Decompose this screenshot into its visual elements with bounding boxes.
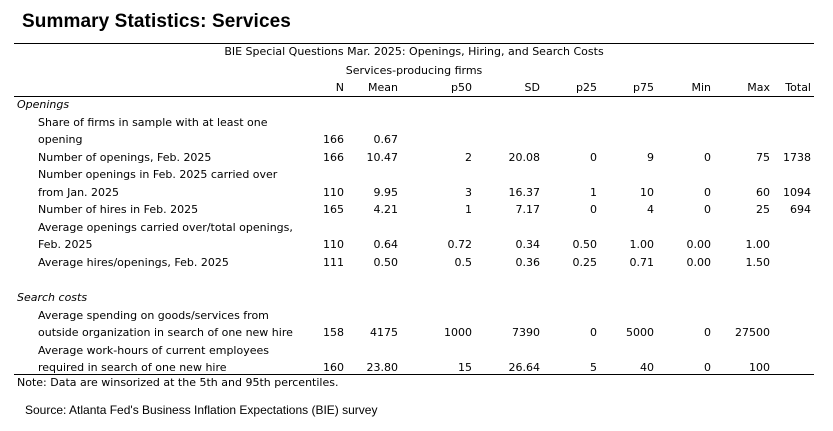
row-label: opening [38, 133, 83, 146]
cell-p75: 5000 [626, 326, 654, 339]
table-caption: BIE Special Questions Mar. 2025: Opening… [224, 45, 604, 58]
cell-sd: 0.36 [515, 255, 541, 269]
cell-sd: 7390 [512, 326, 540, 339]
cell-n: 110 [323, 185, 344, 199]
section-label: Openings [17, 98, 70, 111]
cell-mean: 0.50 [373, 255, 399, 269]
cell-p75: 40 [640, 361, 654, 374]
cell-total: 1094 [783, 185, 811, 199]
cell-p25: 0 [590, 150, 597, 164]
cell-mean: 0.67 [373, 133, 399, 146]
cell-mean: 9.95 [373, 185, 399, 199]
table-bottom-rule [14, 374, 814, 375]
cell-mean: 10.47 [366, 150, 399, 164]
column-header-sd: SD [524, 81, 540, 94]
cell-p75: 1.00 [629, 238, 655, 251]
row-label: Number openings in Feb. 2025 carried ove… [38, 168, 278, 181]
cell-p50: 2 [465, 150, 472, 164]
cell-min: 0 [704, 150, 711, 164]
cell-p75: 10 [640, 185, 654, 199]
row-label: Share of firms in sample with at least o… [38, 115, 268, 129]
cell-p75: 4 [647, 203, 654, 216]
cell-max: 1.00 [745, 238, 771, 251]
section-label: Search costs [17, 291, 88, 304]
cell-sd: 16.37 [508, 185, 541, 199]
row-label: Number of hires in Feb. 2025 [38, 203, 199, 216]
row-label: from Jan. 2025 [38, 185, 120, 199]
cell-p50: 3 [465, 185, 472, 199]
cell-mean: 4.21 [373, 203, 399, 216]
cell-min: 0 [704, 185, 711, 199]
column-header-p25: p25 [576, 81, 597, 94]
cell-sd: 20.08 [508, 150, 541, 164]
cell-n: 165 [323, 203, 344, 216]
table-top-rule [14, 43, 814, 44]
cell-p50: 0.72 [447, 238, 473, 251]
table-note: Note: Data are winsorized at the 5th and… [17, 376, 339, 389]
cell-p25: 0 [590, 326, 597, 339]
row-label: Average openings carried over/total open… [38, 220, 293, 234]
row-label: Average work-hours of current employees [38, 343, 269, 357]
cell-sd: 7.17 [515, 203, 541, 216]
cell-p50: 1 [465, 203, 472, 216]
page-title: Summary Statistics: Services [22, 11, 291, 32]
cell-max: 75 [756, 150, 770, 164]
cell-p25: 1 [590, 185, 597, 199]
cell-n: 110 [323, 238, 344, 251]
row-label: Feb. 2025 [38, 238, 93, 251]
cell-total: 1738 [783, 150, 811, 164]
cell-min: 0 [704, 326, 711, 339]
column-header-total: Total [785, 81, 811, 94]
column-header-mean: Mean [368, 81, 398, 94]
cell-max: 1.50 [745, 255, 771, 269]
cell-p25: 0 [590, 203, 597, 216]
header-rule [14, 96, 814, 97]
row-label: required in search of one new hire [38, 361, 227, 374]
cell-p75: 9 [647, 150, 654, 164]
column-header-min: Min [691, 81, 711, 94]
cell-min: 0 [704, 203, 711, 216]
cell-max: 100 [749, 361, 770, 374]
column-header-max: Max [747, 81, 770, 94]
source-line: Source: Atlanta Fed's Business Inflation… [25, 403, 378, 417]
cell-total: 694 [790, 203, 811, 216]
row-label: Average hires/openings, Feb. 2025 [38, 255, 229, 269]
row-label: Average spending on goods/services from [38, 308, 269, 322]
cell-max: 60 [756, 185, 770, 199]
cell-p50: 0.5 [454, 255, 473, 269]
cell-min: 0 [704, 361, 711, 374]
cell-p25: 0.25 [572, 255, 598, 269]
column-header-p50: p50 [451, 81, 472, 94]
column-header-p75: p75 [633, 81, 654, 94]
cell-max: 27500 [735, 326, 770, 339]
cell-p25: 5 [590, 361, 597, 374]
column-header-n: N [335, 81, 344, 94]
cell-mean: 4175 [370, 326, 398, 339]
cell-min: 0.00 [686, 238, 712, 251]
cell-n: 166 [323, 133, 344, 146]
cell-p75: 0.71 [629, 255, 655, 269]
cell-mean: 23.80 [366, 361, 399, 374]
table-subcaption: Services-producing firms [345, 64, 483, 77]
cell-n: 158 [323, 326, 344, 339]
cell-p50: 1000 [444, 326, 472, 339]
cell-n: 111 [323, 255, 344, 269]
cell-max: 25 [756, 203, 770, 216]
cell-sd: 0.34 [515, 238, 541, 251]
row-label: Number of openings, Feb. 2025 [38, 150, 212, 164]
cell-n: 160 [323, 361, 344, 374]
cell-n: 166 [323, 150, 344, 164]
row-label: outside organization in search of one ne… [38, 326, 293, 339]
cell-p25: 0.50 [572, 238, 598, 251]
cell-mean: 0.64 [373, 238, 399, 251]
cell-p50: 15 [458, 361, 472, 374]
cell-sd: 26.64 [508, 361, 541, 374]
cell-min: 0.00 [686, 255, 712, 269]
